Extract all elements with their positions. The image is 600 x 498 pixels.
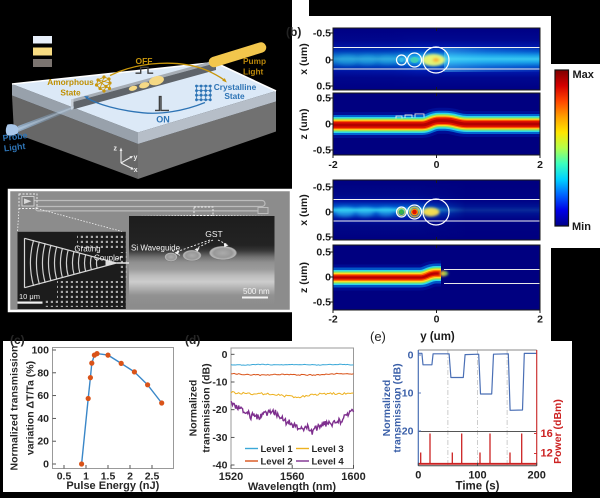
svg-text:Amorphous: Amorphous bbox=[47, 77, 94, 87]
svg-text:100: 100 bbox=[31, 345, 49, 357]
svg-text:0.5: 0.5 bbox=[316, 247, 331, 259]
svg-text:-30: -30 bbox=[212, 432, 227, 444]
svg-text:-40: -40 bbox=[212, 460, 227, 472]
svg-text:x (um): x (um) bbox=[298, 194, 310, 226]
svg-text:-0.5: -0.5 bbox=[313, 145, 331, 157]
svg-text:z (um): z (um) bbox=[298, 109, 310, 140]
svg-text:200: 200 bbox=[528, 470, 546, 482]
svg-text:0: 0 bbox=[325, 272, 331, 284]
svg-text:transmission (dB): transmission (dB) bbox=[201, 363, 213, 452]
svg-text:GST: GST bbox=[205, 229, 222, 239]
svg-text:20: 20 bbox=[37, 436, 49, 448]
svg-text:Min: Min bbox=[572, 221, 591, 233]
svg-text:Pulse Energy (nJ): Pulse Energy (nJ) bbox=[66, 480, 159, 492]
svg-text:-0.5: -0.5 bbox=[313, 182, 331, 194]
svg-text:500 nm: 500 nm bbox=[243, 287, 270, 296]
svg-text:0.5: 0.5 bbox=[316, 81, 331, 93]
svg-text:80: 80 bbox=[37, 367, 49, 379]
svg-text:z (um): z (um) bbox=[298, 262, 310, 293]
svg-text:Level 4: Level 4 bbox=[312, 457, 345, 468]
svg-text:-10: -10 bbox=[212, 377, 227, 389]
svg-text:z: z bbox=[114, 146, 118, 153]
svg-text:Si Waveguide: Si Waveguide bbox=[131, 244, 181, 253]
svg-text:12: 12 bbox=[541, 448, 553, 460]
svg-text:Coupler: Coupler bbox=[94, 254, 122, 263]
svg-text:0: 0 bbox=[408, 350, 414, 362]
svg-text:0: 0 bbox=[434, 314, 440, 326]
svg-text:Power (dBm): Power (dBm) bbox=[552, 399, 564, 464]
svg-text:(c): (c) bbox=[10, 333, 25, 347]
svg-text:0: 0 bbox=[415, 470, 421, 482]
svg-text:OFF: OFF bbox=[136, 56, 153, 66]
svg-text:2: 2 bbox=[537, 159, 543, 171]
svg-text:0: 0 bbox=[222, 349, 228, 361]
svg-text:Normalized transmission: Normalized transmission bbox=[9, 346, 21, 471]
svg-text:0: 0 bbox=[434, 159, 440, 171]
svg-text:1560: 1560 bbox=[280, 471, 304, 483]
svg-text:Crystalline: Crystalline bbox=[214, 82, 257, 92]
svg-text:0.5: 0.5 bbox=[57, 471, 72, 483]
svg-text:(b): (b) bbox=[286, 25, 301, 39]
svg-text:Level 3: Level 3 bbox=[312, 444, 344, 455]
svg-text:State: State bbox=[224, 91, 245, 101]
svg-text:x: x bbox=[134, 167, 138, 174]
svg-text:10 μm: 10 μm bbox=[19, 292, 40, 301]
svg-text:1520: 1520 bbox=[219, 471, 243, 483]
svg-text:0: 0 bbox=[325, 207, 331, 219]
svg-text:variation ΔT/Ta (%): variation ΔT/Ta (%) bbox=[25, 361, 37, 455]
svg-text:0: 0 bbox=[43, 459, 49, 471]
svg-text:(d): (d) bbox=[185, 333, 200, 347]
svg-text:2: 2 bbox=[127, 471, 133, 483]
svg-text:1: 1 bbox=[83, 471, 89, 483]
svg-text:Level 1: Level 1 bbox=[261, 444, 294, 455]
svg-text:Wavelength (nm): Wavelength (nm) bbox=[248, 481, 337, 493]
svg-text:Light: Light bbox=[3, 141, 26, 154]
svg-text:0.5: 0.5 bbox=[316, 93, 331, 105]
svg-text:y: y bbox=[134, 155, 138, 162]
svg-text:Pump: Pump bbox=[243, 56, 266, 66]
svg-text:-0.5: -0.5 bbox=[313, 297, 331, 309]
svg-text:ON: ON bbox=[156, 114, 170, 124]
svg-text:0: 0 bbox=[325, 119, 331, 131]
svg-text:16: 16 bbox=[541, 428, 553, 440]
svg-text:0: 0 bbox=[325, 55, 331, 67]
svg-text:Light: Light bbox=[243, 67, 264, 77]
svg-text:40: 40 bbox=[37, 413, 49, 425]
svg-text:-2: -2 bbox=[328, 314, 337, 326]
svg-text:100: 100 bbox=[468, 470, 486, 482]
svg-text:0.5: 0.5 bbox=[316, 232, 331, 244]
svg-text:Time (s): Time (s) bbox=[456, 481, 500, 493]
svg-text:-20: -20 bbox=[212, 404, 227, 416]
svg-text:(e): (e) bbox=[370, 329, 386, 344]
svg-text:60: 60 bbox=[37, 390, 49, 402]
svg-text:Level 2: Level 2 bbox=[261, 457, 293, 468]
svg-text:x (um): x (um) bbox=[298, 43, 310, 75]
svg-text:1.5: 1.5 bbox=[101, 471, 116, 483]
svg-text:Probe: Probe bbox=[2, 130, 28, 143]
svg-text:Max: Max bbox=[573, 69, 595, 81]
svg-text:State: State bbox=[60, 88, 81, 98]
svg-text:Normalized: Normalized bbox=[188, 380, 200, 437]
svg-text:-20: -20 bbox=[398, 426, 413, 438]
svg-text:-10: -10 bbox=[398, 388, 413, 400]
svg-text:2.5: 2.5 bbox=[145, 471, 160, 483]
svg-text:2: 2 bbox=[537, 314, 543, 326]
svg-text:-0.5: -0.5 bbox=[313, 28, 331, 40]
svg-text:Grating: Grating bbox=[74, 245, 100, 254]
svg-text:Normalized: Normalized bbox=[381, 380, 393, 437]
svg-text:transmission (dB): transmission (dB) bbox=[392, 363, 404, 452]
svg-text:1600: 1600 bbox=[341, 471, 365, 483]
svg-text:y (um): y (um) bbox=[420, 331, 455, 343]
svg-text:-2: -2 bbox=[328, 159, 337, 171]
